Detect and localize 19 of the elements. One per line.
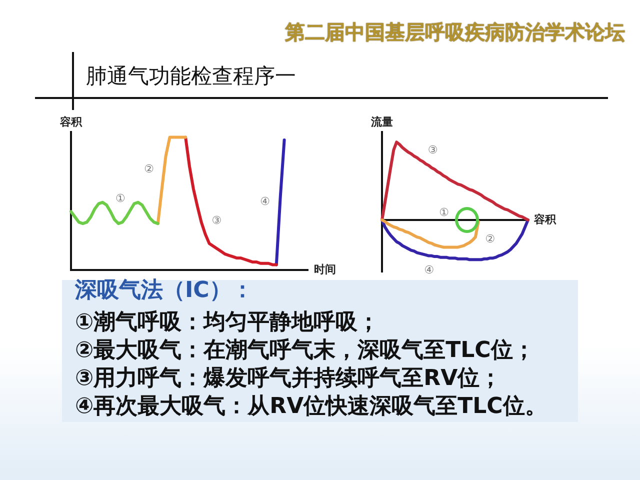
series-label: ① bbox=[115, 192, 126, 205]
series-label: ④ bbox=[260, 194, 270, 208]
series-label: ③ bbox=[428, 144, 438, 157]
text: 第二届中国基层呼吸疾病防治学术论坛 bbox=[284, 20, 625, 44]
series-label: ④ bbox=[424, 264, 434, 277]
text: ④再次最大吸气：从RV位快速深吸气至TLC位。 bbox=[75, 394, 547, 420]
y-axis-title: 流量 bbox=[370, 115, 393, 128]
text: ①潮气呼吸：均匀平静地呼吸； bbox=[75, 310, 380, 336]
annotation: ① bbox=[439, 206, 449, 219]
series-label: ③ bbox=[212, 214, 222, 227]
text: ③用力呼气：爆发呼气并持续呼气至RV位； bbox=[75, 366, 502, 392]
y-axis-title: 容积 bbox=[59, 115, 83, 128]
text: 深吸气法（IC）： bbox=[75, 278, 254, 304]
text: ②最大吸气：在潮气呼气末，深吸气至TLC位； bbox=[75, 338, 535, 364]
text: 肺通气功能检查程序一 bbox=[86, 63, 296, 90]
series-label: ② bbox=[485, 232, 496, 246]
series-label: ② bbox=[144, 162, 154, 176]
x-axis-title: 容积 bbox=[533, 212, 557, 226]
x-axis-title: 时间 bbox=[314, 262, 336, 276]
